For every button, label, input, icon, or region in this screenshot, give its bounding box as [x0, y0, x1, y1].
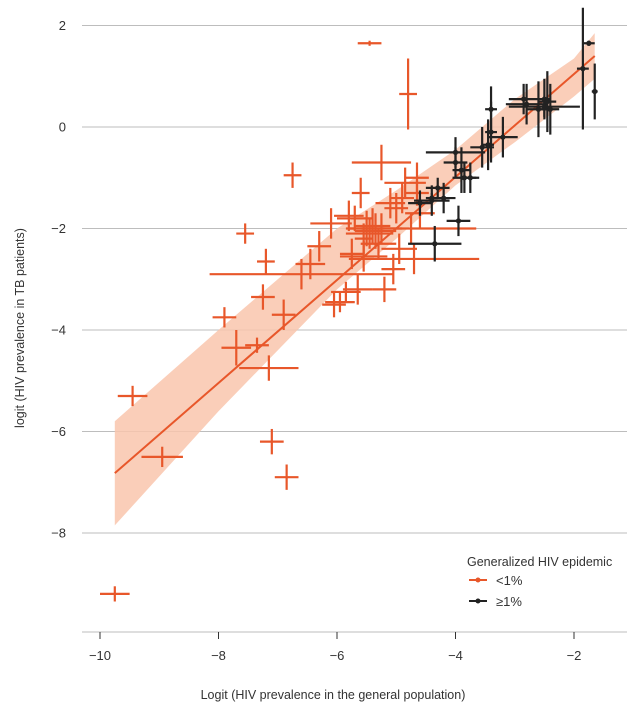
high-point-11 [461, 162, 480, 193]
low-point-33 [360, 228, 397, 259]
low-point-37 [375, 187, 406, 219]
x-axis-label: Logit (HIV prevalence in the general pop… [201, 688, 466, 702]
low-point-11 [271, 299, 296, 330]
low-point-36 [372, 276, 397, 303]
low-point-18 [322, 291, 346, 318]
y-axis-label: logit (HIV prevalence in TB patients) [13, 228, 27, 428]
confidence-band-layer [114, 33, 595, 526]
y-tick-label-0: 2 [59, 18, 66, 33]
y-tick-label-3: −4 [51, 323, 66, 338]
high-point-23 [541, 83, 560, 135]
high-point-9 [452, 147, 471, 193]
low-point-43 [399, 58, 417, 130]
y-tick-label-2: −2 [51, 221, 66, 236]
low-point-3 [212, 307, 237, 328]
low-point-2 [141, 446, 183, 468]
legend-title: Generalized HIV epidemic [467, 555, 612, 569]
low-point-1 [117, 385, 148, 407]
low-point-41 [390, 182, 415, 214]
confidence-band [114, 33, 595, 526]
y-tick-label-5: −8 [51, 526, 66, 541]
low-point-7 [251, 284, 275, 310]
fit-line-layer [114, 55, 596, 474]
low-point-5 [236, 223, 255, 244]
low-point-8 [257, 248, 275, 275]
low-point-45 [348, 243, 480, 275]
high-point-5 [431, 182, 456, 214]
legend-swatch-high-dot [475, 598, 481, 604]
low-point-0 [100, 586, 130, 602]
x-tick-label-3: −4 [448, 648, 463, 663]
x-tick-label-4: −2 [567, 648, 582, 663]
low-point-12 [274, 464, 299, 490]
x-tick-label-1: −8 [211, 648, 226, 663]
low-point-24 [342, 274, 373, 305]
x-tick-label-0: −10 [89, 648, 111, 663]
high-point-26 [591, 63, 598, 120]
low-point-15 [295, 248, 326, 280]
low-point-9 [239, 355, 299, 381]
low-point-22 [339, 238, 364, 270]
low-point-21 [334, 200, 364, 232]
legend-entry-high: ≥1% [496, 594, 522, 609]
legend-swatch-low-dot [475, 577, 481, 583]
high-point-8 [446, 205, 471, 237]
x-tick-label-2: −6 [330, 648, 345, 663]
low-point-34 [351, 144, 412, 181]
high-point-4 [425, 177, 450, 199]
legend-entry-low: <1% [496, 573, 523, 588]
low-point-6 [245, 337, 269, 353]
low-point-4 [221, 330, 252, 366]
y-axis: 2 0 −2 −4 −6 −8 [51, 18, 66, 541]
y-tick-label-1: 0 [59, 120, 66, 135]
low-point-25 [351, 177, 370, 209]
high-point-21 [508, 96, 580, 117]
legend: Generalized HIV epidemic <1% ≥1% [467, 555, 612, 609]
high-point-0 [408, 190, 432, 216]
high-point-17 [508, 83, 539, 115]
low-point-10 [259, 428, 284, 455]
low-point-29 [357, 40, 382, 46]
low-point-44 [345, 213, 477, 244]
x-axis: −10 −8 −6 −4 −2 [89, 632, 581, 663]
high-point-15 [485, 101, 497, 163]
high-point-3 [408, 225, 462, 262]
high-point-18 [505, 83, 548, 125]
high-point-24 [576, 7, 589, 130]
low-point-16 [307, 231, 332, 262]
low-point-31 [354, 208, 391, 244]
fit-line [114, 55, 596, 474]
high-point-16 [488, 116, 518, 158]
y-tick-label-4: −6 [51, 424, 66, 439]
series-high-points [408, 7, 598, 262]
low-point-48 [405, 162, 429, 193]
low-point-13 [283, 162, 302, 188]
low-point-20 [331, 281, 361, 303]
high-point-22 [538, 71, 557, 133]
high-point-25 [582, 40, 595, 46]
low-point-19 [325, 291, 355, 313]
low-point-17 [310, 208, 352, 239]
